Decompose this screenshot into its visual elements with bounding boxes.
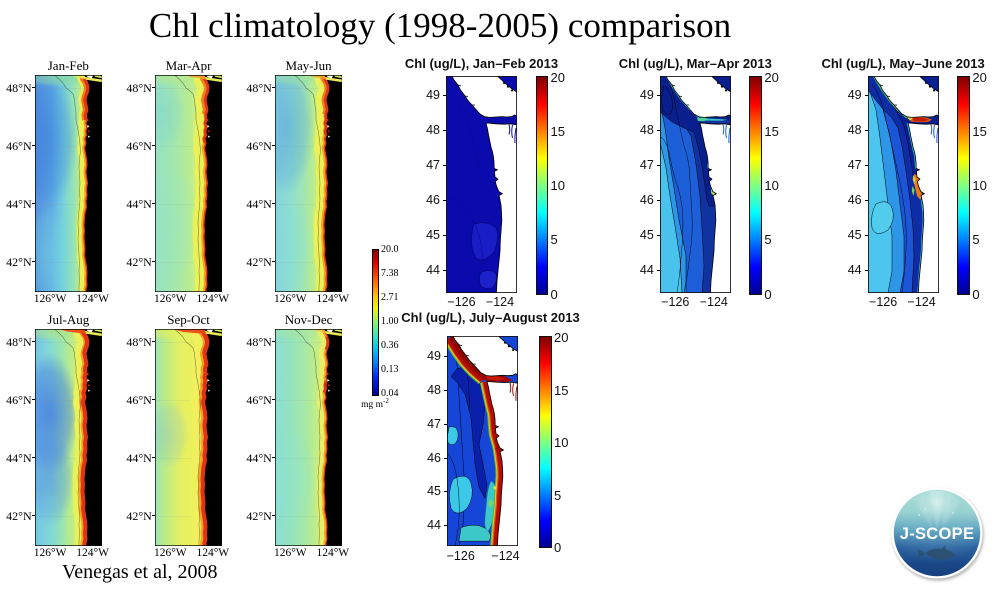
svg-text:J-SCOPE: J-SCOPE bbox=[900, 525, 975, 543]
